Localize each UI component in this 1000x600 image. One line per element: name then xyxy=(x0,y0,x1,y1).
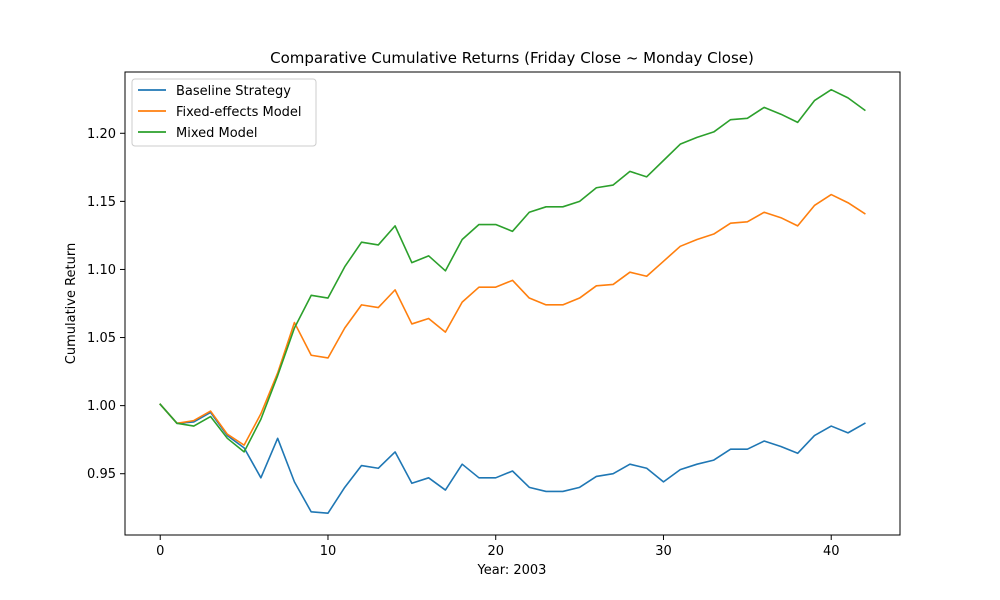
y-axis-title: Cumulative Return xyxy=(64,243,79,364)
x-axis-title: Year: 2003 xyxy=(477,563,547,578)
x-tick-label: 20 xyxy=(487,544,504,559)
y-tick-label: 1.10 xyxy=(87,263,116,278)
legend: Baseline Strategy Fixed-effects Model Mi… xyxy=(131,78,317,147)
legend-frame xyxy=(131,78,317,147)
y-tick-label: 1.00 xyxy=(87,399,116,414)
plot-area-frame xyxy=(124,71,901,536)
x-tick-label: 40 xyxy=(823,544,840,559)
series-line-mixed-model xyxy=(159,88,866,453)
y-tick-label: 0.95 xyxy=(87,467,116,482)
x-tick-label: 10 xyxy=(320,544,337,559)
series-layer xyxy=(159,88,866,515)
x-tick-label: 0 xyxy=(156,544,164,559)
y-tick-label: 1.15 xyxy=(87,195,116,210)
y-tick-label: 1.05 xyxy=(87,331,116,346)
legend-label-fixed-effects: Fixed-effects Model xyxy=(176,105,302,120)
legend-label-baseline: Baseline Strategy xyxy=(176,84,291,99)
legend-label-mixed: Mixed Model xyxy=(176,126,258,141)
ticks-layer: 0 10 20 30 40 0.95 1.00 1.05 1.10 1.15 1.20 xyxy=(87,127,839,559)
y-tick-label: 1.20 xyxy=(87,127,116,142)
x-tick-label: 30 xyxy=(655,544,672,559)
series-line-fixed-effects-model xyxy=(159,193,866,446)
chart-title: Comparative Cumulative Returns (Friday C… xyxy=(270,49,754,67)
series-line-baseline-strategy xyxy=(159,403,866,515)
